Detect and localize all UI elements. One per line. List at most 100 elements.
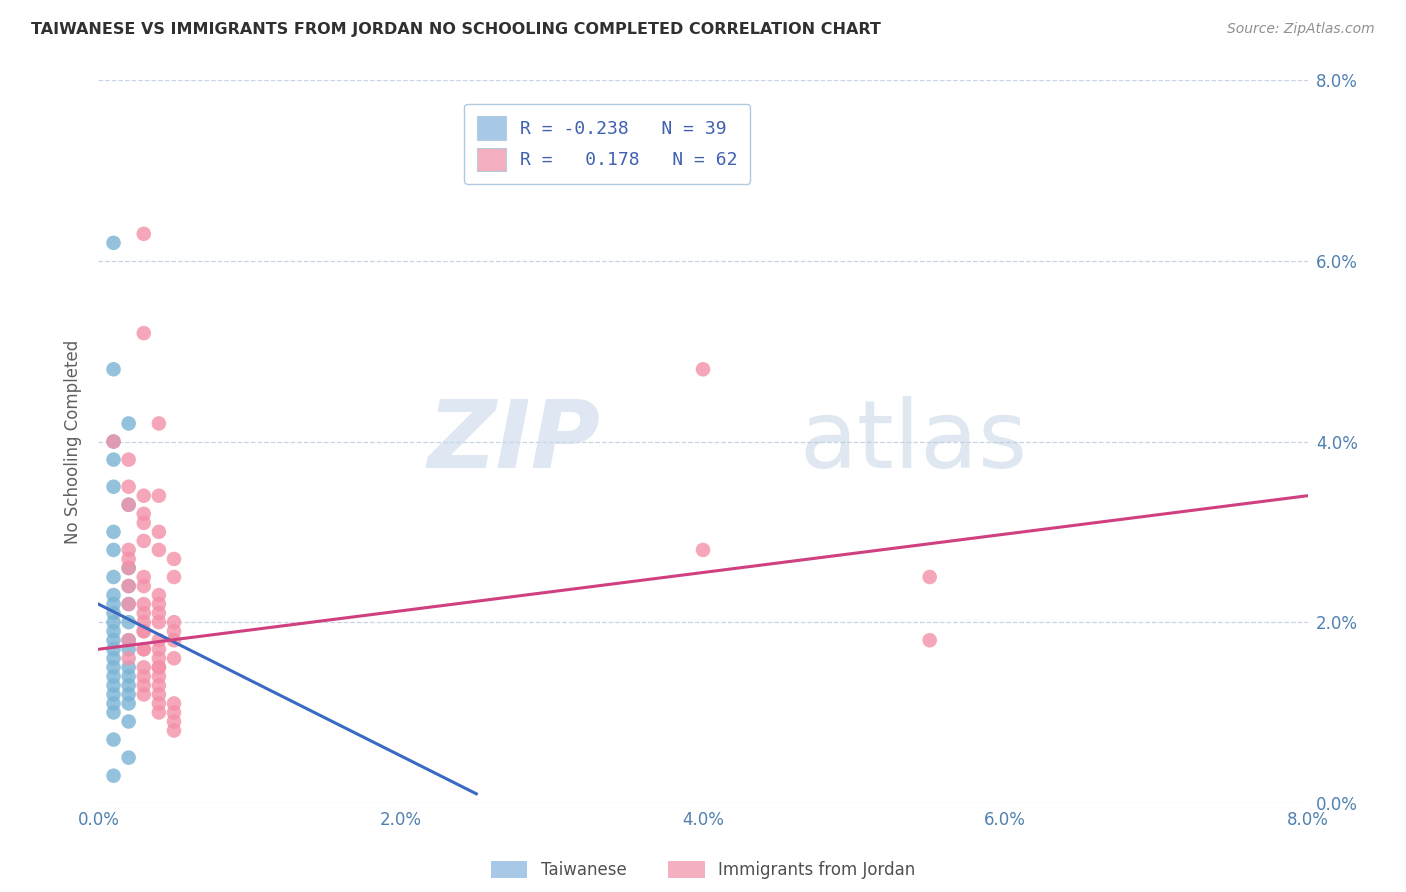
Point: [118, 561, 141, 575]
Point: [163, 570, 186, 584]
Point: [118, 633, 141, 648]
Point: [118, 597, 141, 611]
Point: [148, 697, 170, 711]
Point: [148, 660, 170, 674]
Point: [163, 624, 186, 639]
Point: [118, 597, 141, 611]
Point: [118, 750, 141, 764]
Point: [103, 570, 125, 584]
Point: [118, 579, 141, 593]
Point: [103, 480, 125, 494]
Point: [132, 624, 155, 639]
Point: [148, 524, 170, 539]
Point: [148, 651, 170, 665]
Point: [132, 579, 155, 593]
Point: [118, 542, 141, 557]
Point: [132, 678, 155, 692]
Point: [103, 669, 125, 683]
Point: [118, 678, 141, 692]
Point: [132, 507, 155, 521]
Point: [163, 633, 186, 648]
Point: [103, 524, 125, 539]
Point: [118, 417, 141, 431]
Point: [132, 642, 155, 657]
Point: [103, 678, 125, 692]
Point: [103, 769, 125, 783]
Point: [103, 706, 125, 720]
Point: [103, 660, 125, 674]
Point: [163, 552, 186, 566]
Point: [132, 489, 155, 503]
Point: [692, 362, 714, 376]
Point: [103, 633, 125, 648]
Point: [148, 417, 170, 431]
Point: [148, 597, 170, 611]
Point: [692, 542, 714, 557]
Point: [132, 624, 155, 639]
Point: [118, 498, 141, 512]
Point: [148, 606, 170, 620]
Text: ZIP: ZIP: [427, 395, 600, 488]
Text: Source: ZipAtlas.com: Source: ZipAtlas.com: [1227, 22, 1375, 37]
Point: [118, 669, 141, 683]
Point: [148, 642, 170, 657]
Y-axis label: No Schooling Completed: No Schooling Completed: [65, 340, 83, 543]
Point: [148, 660, 170, 674]
Point: [103, 732, 125, 747]
Point: [163, 723, 186, 738]
Point: [132, 669, 155, 683]
Point: [163, 714, 186, 729]
Point: [103, 651, 125, 665]
Point: [132, 570, 155, 584]
Point: [103, 615, 125, 630]
Point: [118, 660, 141, 674]
Point: [132, 326, 155, 340]
Point: [132, 533, 155, 548]
Point: [118, 687, 141, 701]
Point: [118, 480, 141, 494]
Point: [132, 516, 155, 530]
Point: [103, 697, 125, 711]
Point: [103, 687, 125, 701]
Point: [103, 542, 125, 557]
Point: [118, 633, 141, 648]
Point: [148, 706, 170, 720]
Point: [118, 615, 141, 630]
Point: [148, 687, 170, 701]
Point: [103, 434, 125, 449]
Point: [103, 597, 125, 611]
Point: [103, 624, 125, 639]
Legend: Taiwanese, Immigrants from Jordan: Taiwanese, Immigrants from Jordan: [484, 855, 922, 886]
Point: [148, 542, 170, 557]
Point: [132, 642, 155, 657]
Point: [132, 660, 155, 674]
Point: [103, 452, 125, 467]
Point: [118, 498, 141, 512]
Point: [103, 606, 125, 620]
Point: [148, 678, 170, 692]
Point: [103, 362, 125, 376]
Point: [118, 651, 141, 665]
Point: [118, 452, 141, 467]
Point: [118, 552, 141, 566]
Point: [148, 489, 170, 503]
Point: [918, 633, 941, 648]
Text: atlas: atlas: [800, 395, 1028, 488]
Point: [132, 615, 155, 630]
Point: [118, 579, 141, 593]
Point: [148, 669, 170, 683]
Point: [163, 651, 186, 665]
Point: [118, 642, 141, 657]
Point: [118, 714, 141, 729]
Point: [163, 615, 186, 630]
Point: [148, 588, 170, 602]
Point: [918, 570, 941, 584]
Point: [103, 642, 125, 657]
Point: [132, 227, 155, 241]
Point: [148, 615, 170, 630]
Point: [118, 697, 141, 711]
Point: [118, 561, 141, 575]
Text: TAIWANESE VS IMMIGRANTS FROM JORDAN NO SCHOOLING COMPLETED CORRELATION CHART: TAIWANESE VS IMMIGRANTS FROM JORDAN NO S…: [31, 22, 880, 37]
Point: [148, 633, 170, 648]
Point: [132, 606, 155, 620]
